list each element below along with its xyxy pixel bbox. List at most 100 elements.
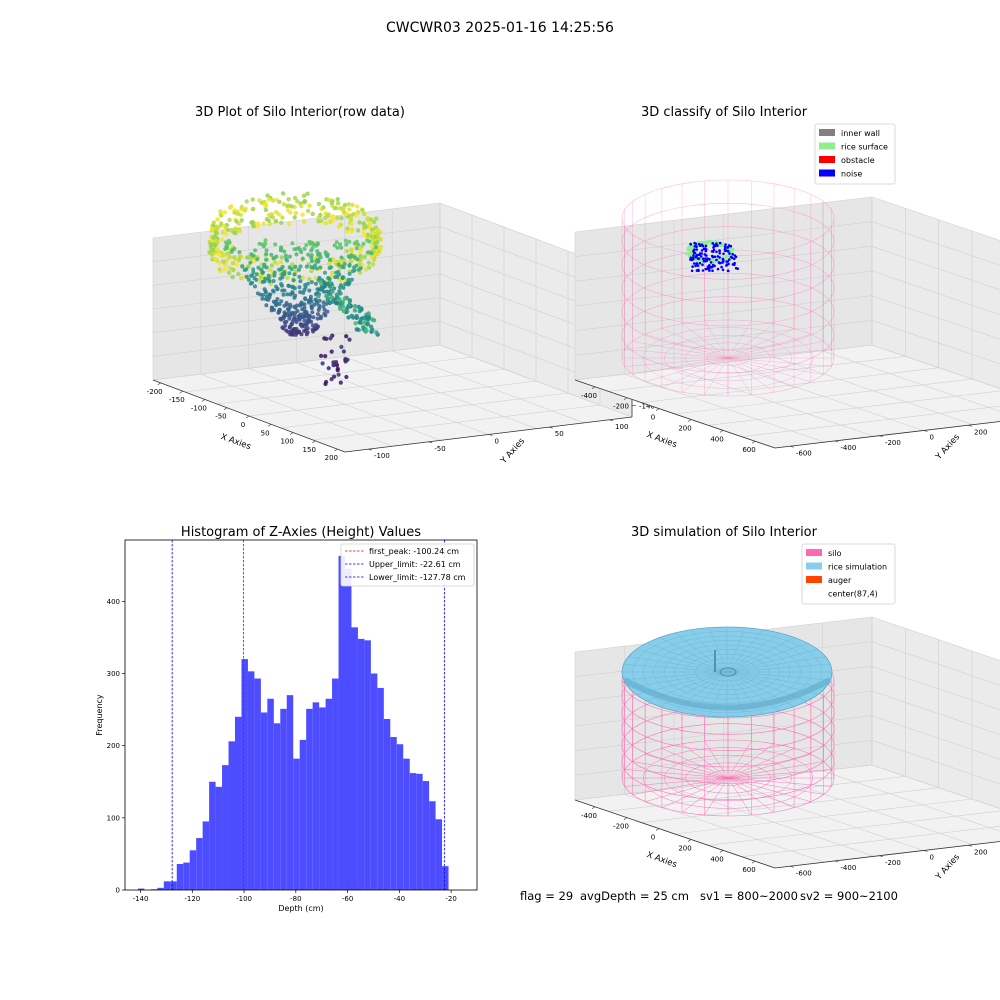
- raw-data-point: [266, 197, 272, 202]
- raw-data-point: [222, 267, 227, 272]
- raw-x-tick: [289, 432, 294, 435]
- simulation-silo-spoke: [632, 777, 729, 795]
- classify-noise-point: [692, 257, 695, 261]
- status-avg-depth: avgDepth = 25 cm: [580, 889, 689, 903]
- raw-data-point: [283, 253, 288, 258]
- raw-data-point: [213, 256, 219, 262]
- raw-data-point: [324, 293, 329, 299]
- classify-noise-point: [725, 264, 728, 267]
- raw-data-point: [335, 366, 340, 371]
- simulation-y-axis-label: Y Axies: [933, 852, 962, 883]
- raw-data-point: [343, 357, 348, 362]
- raw-data-point: [287, 265, 292, 270]
- classify-3d-axes: -400-2000200400600-600-400-2000200400600…: [574, 196, 1000, 463]
- raw-data-point: [251, 224, 256, 229]
- raw-data-point: [253, 248, 258, 253]
- classify-silo-spoke: [624, 357, 729, 367]
- simulation-x-axis-line: [574, 799, 776, 869]
- raw-data-point: [263, 276, 268, 281]
- classify-grid-line: [871, 344, 1000, 389]
- simulation-x-tick: [623, 817, 628, 820]
- raw-data-point: [332, 243, 337, 248]
- classify-noise-point: [700, 249, 704, 252]
- raw-y-tick: [367, 448, 373, 451]
- classify-silo-floor-ring: [685, 342, 771, 374]
- classify-noise-point: [715, 242, 718, 245]
- raw-data-point: [303, 322, 308, 327]
- raw-data-point: [344, 242, 349, 247]
- simulation-silo-spoke: [624, 777, 729, 787]
- classify-silo-spoke: [727, 357, 752, 396]
- classify-surface-point: [712, 260, 716, 264]
- raw-data-point: [226, 270, 232, 275]
- raw-x-tick: [245, 415, 250, 419]
- raw-data-point: [244, 267, 249, 272]
- raw-data-point: [327, 258, 332, 262]
- raw-data-point: [342, 258, 347, 263]
- classify-surface-point: [685, 252, 689, 256]
- raw-data-point: [347, 239, 352, 244]
- raw-data-point: [269, 252, 274, 257]
- raw-data-point: [311, 329, 316, 334]
- rice-surface-mesh-line: [628, 656, 728, 673]
- simulation-y-tick: [923, 850, 928, 852]
- raw-data-point: [323, 354, 328, 359]
- classify-noise-point: [692, 249, 695, 253]
- histogram-bar: [390, 737, 397, 890]
- simulation-silo-spoke: [727, 743, 775, 779]
- raw-data-point: [370, 262, 376, 267]
- raw-data-point: [263, 289, 268, 294]
- raw-data-point: [300, 302, 305, 307]
- inner-wall-wireframe: [621, 179, 835, 397]
- raw-data-point: [354, 263, 359, 268]
- classify-noise-point: [712, 248, 716, 252]
- classify-noise-point: [733, 261, 736, 265]
- raw-data-point: [309, 259, 314, 264]
- raw-data-point: [313, 327, 318, 331]
- histogram-bar: [254, 678, 261, 890]
- raw-data-point: [339, 245, 344, 250]
- rice-surface-mesh-line: [623, 671, 728, 681]
- raw-data-point: [373, 240, 378, 246]
- raw-data-point: [330, 214, 335, 219]
- raw-data-point: [366, 250, 371, 255]
- histogram-bar: [286, 695, 294, 890]
- classify-noise-point: [726, 249, 730, 253]
- classify-surface-point: [724, 256, 728, 260]
- raw-data-point: [358, 254, 363, 259]
- raw-data-point: [258, 275, 263, 280]
- raw-data-point: [366, 314, 372, 319]
- histogram-x-tick-label: -40: [394, 895, 405, 903]
- raw-data-point: [215, 217, 220, 222]
- classify-noise-point: [731, 253, 734, 256]
- raw-data-point: [279, 220, 284, 225]
- classify-noise-point: [711, 269, 714, 273]
- status-flag: flag = 29: [520, 889, 573, 903]
- raw-data-point: [290, 262, 295, 267]
- raw-data-point: [328, 336, 333, 341]
- classify-noise-point: [733, 254, 737, 257]
- raw-data-point: [295, 330, 299, 334]
- raw-data-point: [222, 223, 227, 229]
- classify-x-tick: [719, 430, 724, 433]
- classify-grid-line: [871, 246, 1000, 291]
- raw-data-point: [329, 349, 334, 354]
- raw-data-point: [287, 271, 292, 276]
- rice-surface-mesh-line: [674, 632, 728, 673]
- classify-noise-point: [728, 258, 731, 261]
- raw-data-point: [365, 321, 370, 326]
- simulation-x-tick-label: 0: [651, 834, 655, 842]
- raw-data-point: [299, 250, 304, 255]
- histogram-bar: [170, 881, 177, 890]
- raw-data-point: [224, 258, 229, 263]
- raw-data-point: [284, 328, 289, 333]
- histogram-bar: [137, 888, 145, 890]
- raw-data-point: [282, 288, 287, 293]
- histogram-plot-area: -140 -120 -100 -80 -60 -40 -20 0 100 200 300 400: [107, 539, 478, 903]
- raw-data-point: [295, 199, 300, 204]
- classify-noise-point: [708, 266, 711, 270]
- raw-data-point: [285, 302, 290, 307]
- classify-x-tick-label: 0: [651, 414, 655, 422]
- raw-data-point: [225, 251, 231, 256]
- histogram-bar: [442, 866, 449, 890]
